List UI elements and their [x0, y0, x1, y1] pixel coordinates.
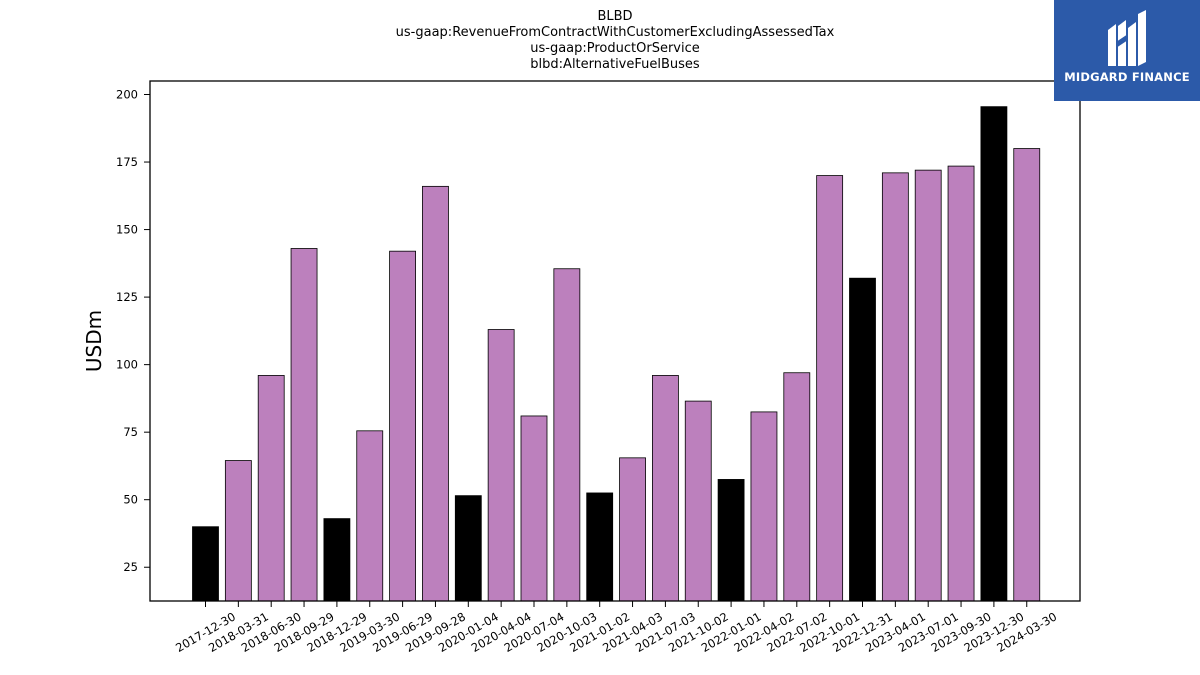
bar [849, 277, 876, 602]
bars [192, 106, 1041, 602]
y-tick-label: 100 [116, 358, 138, 372]
y-tick-label: 125 [116, 290, 138, 304]
bar [487, 329, 515, 602]
bar [389, 250, 417, 602]
bar [980, 106, 1008, 602]
y-tick-label: 50 [123, 493, 138, 507]
bar [1013, 148, 1041, 602]
bar [717, 479, 745, 602]
bar [290, 248, 318, 602]
bar [816, 175, 844, 602]
bar [520, 415, 548, 602]
bar [553, 268, 581, 602]
bar [619, 457, 646, 602]
bar [750, 411, 778, 602]
bar [947, 165, 975, 602]
bar [914, 169, 942, 602]
y-tick-label: 75 [123, 425, 138, 439]
logo-mark-icon [1108, 10, 1146, 66]
y-tick-label: 25 [123, 560, 138, 574]
bar [224, 460, 252, 602]
bar [257, 375, 285, 602]
brand-logo: MIDGARD FINANCE [1054, 0, 1200, 101]
y-tick-label: 175 [116, 155, 138, 169]
title-line: us-gaap:ProductOrService [530, 41, 700, 56]
bar [422, 185, 449, 602]
bar [684, 400, 712, 602]
bar [454, 495, 482, 602]
y-tick-label: 150 [116, 223, 138, 237]
bar [323, 518, 351, 602]
x-axis: 2017-12-302018-03-312018-06-302018-09-29… [173, 601, 1059, 655]
title-line: blbd:AlternativeFuelBuses [530, 57, 700, 72]
y-axis: 25 50 75 100 125 150 175 200 [116, 88, 150, 574]
bar [881, 172, 909, 602]
y-axis-label: USDm [82, 310, 106, 372]
plot-frame [149, 80, 1081, 602]
bar [192, 526, 219, 602]
title-line: BLBD [597, 9, 632, 24]
bar [652, 375, 679, 602]
bar [783, 372, 811, 602]
y-tick-label: 200 [116, 88, 138, 102]
chart-title: BLBDus-gaap:RevenueFromContractWithCusto… [396, 9, 835, 72]
bar [586, 492, 614, 602]
bar [356, 430, 384, 602]
title-line: us-gaap:RevenueFromContractWithCustomerE… [396, 25, 835, 40]
logo-text: MIDGARD FINANCE [1064, 70, 1190, 84]
